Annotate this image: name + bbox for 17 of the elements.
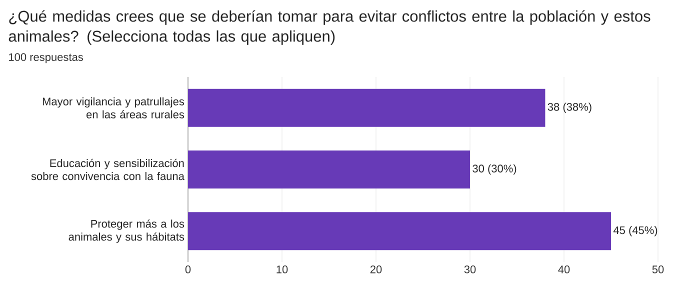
data-label: 30 (30%) bbox=[472, 164, 516, 175]
data-label: 45 (45%) bbox=[613, 226, 658, 236]
bar bbox=[188, 88, 546, 127]
bar bbox=[188, 150, 470, 189]
y-tick-label: Mayor vigilancia y patrullajes en las áreas rurales bbox=[42, 97, 184, 118]
x-tick-label: 0 bbox=[185, 266, 191, 274]
y-tick-label: Proteger más a los animales y sus hábitats bbox=[68, 219, 184, 243]
x-tick-label: 10 bbox=[276, 266, 288, 274]
bar bbox=[188, 212, 612, 250]
x-tick-label: 40 bbox=[558, 266, 570, 274]
chart-title: ¿Qué medidas crees que se deberían tomar para evitar conflictos entre la población y estos animales? (Selecciona todas las que apliquen) bbox=[8, 10, 650, 45]
text: 100 respuestas bbox=[9, 53, 84, 64]
data-label: 38 (38%) bbox=[548, 102, 592, 113]
x-tick-label: 30 bbox=[464, 266, 476, 274]
y-tick-label: Educación y sensibilización sobre convivencia con la fauna bbox=[31, 158, 184, 180]
x-tick-label: 50 bbox=[652, 266, 664, 274]
x-tick-label: 20 bbox=[370, 266, 382, 274]
